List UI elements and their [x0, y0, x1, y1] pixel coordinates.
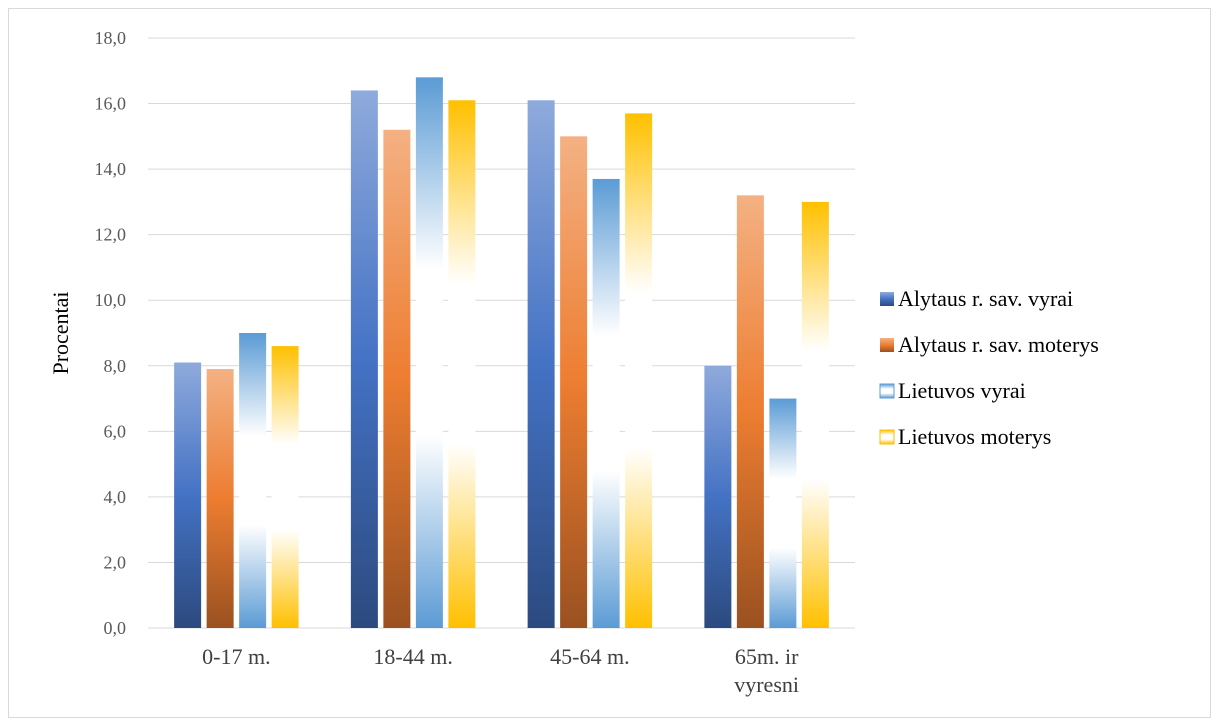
legend-swatch: [880, 292, 894, 306]
bar: [769, 398, 797, 628]
y-tick-label: 2,0: [104, 552, 127, 572]
legend-label: Alytaus r. sav. moterys: [898, 332, 1099, 357]
bar: [625, 113, 653, 628]
bar: [592, 178, 620, 628]
bar: [527, 100, 555, 629]
y-tick-label: 12,0: [95, 225, 127, 245]
y-tick-label: 0,0: [104, 618, 127, 638]
x-tick-label: vyresni: [734, 672, 799, 697]
bar: [174, 362, 202, 628]
bar: [415, 77, 443, 629]
y-tick-label: 4,0: [104, 487, 127, 507]
y-tick-label: 8,0: [104, 356, 127, 376]
y-tick-label: 16,0: [95, 94, 127, 114]
legend: Alytaus r. sav. vyrai Alytaus r. sav. mot…: [879, 286, 1099, 449]
y-tick-label: 10,0: [95, 290, 127, 310]
bar: [801, 201, 829, 628]
legend-label: Lietuvos vyrai: [898, 378, 1026, 403]
legend-swatch: [880, 338, 894, 352]
x-tick-label: 45-64 m.: [550, 644, 629, 669]
y-axis-ticks: 0,0 2,0 4,0 6,0 8,0 10,0 12,0 14,0 16,0 18,0: [95, 28, 127, 638]
y-axis-label: Procentai: [48, 291, 73, 374]
legend-label: Alytaus r. sav. vyrai: [898, 286, 1073, 311]
legend-swatch: [879, 383, 895, 399]
legend-label: Lietuvos moterys: [898, 424, 1051, 449]
bar: [560, 136, 588, 629]
x-tick-label: 18-44 m.: [373, 644, 452, 669]
bars: [174, 77, 829, 629]
y-tick-label: 18,0: [95, 28, 127, 48]
legend-swatch: [879, 429, 895, 445]
x-axis-ticks: 0-17 m. 18-44 m. 45-64 m. 65m. ir vyresni: [202, 644, 799, 697]
y-tick-label: 6,0: [104, 421, 127, 441]
bar: [704, 365, 732, 628]
y-tick-label: 14,0: [95, 159, 127, 179]
x-tick-label: 65m. ir: [735, 644, 799, 669]
bar: [206, 369, 234, 628]
x-tick-label: 0-17 m.: [202, 644, 270, 669]
bar: [736, 195, 764, 629]
bar: [383, 129, 411, 628]
bar: [271, 346, 299, 628]
bar: [350, 90, 378, 628]
bar: [448, 100, 476, 629]
bar: [239, 333, 267, 628]
